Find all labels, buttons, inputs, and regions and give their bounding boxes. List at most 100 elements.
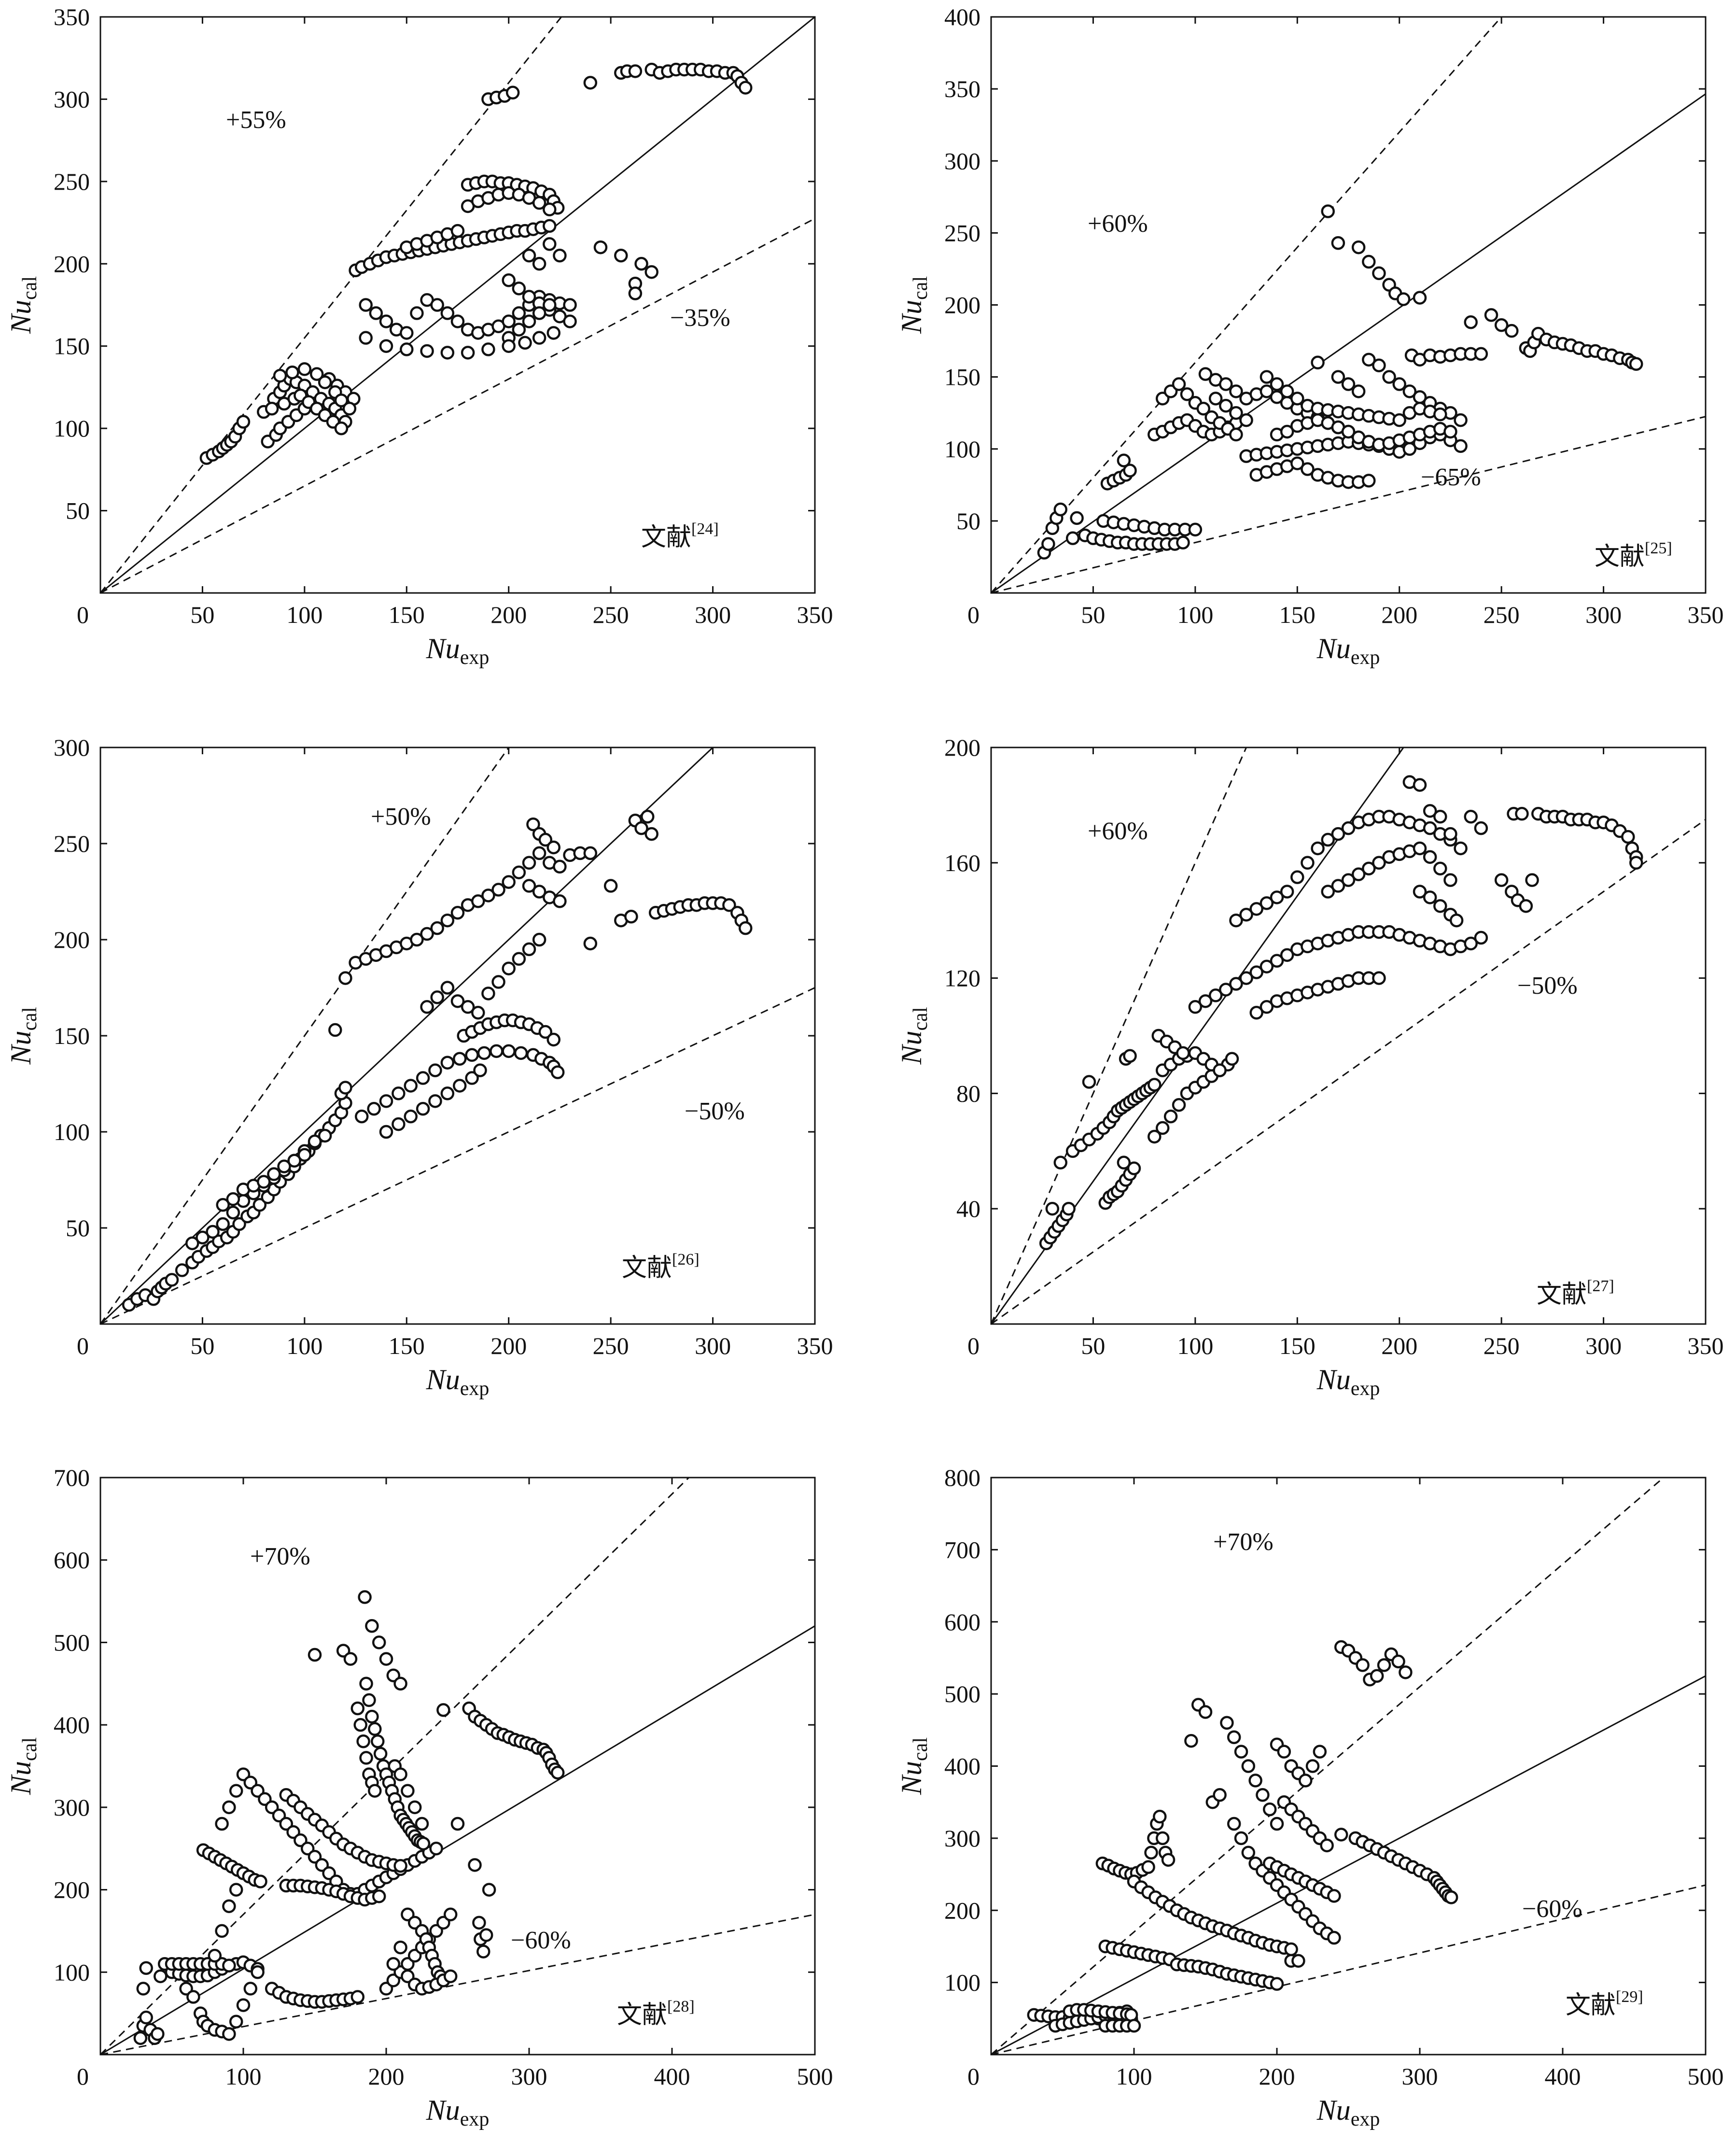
data-point — [252, 1198, 267, 1212]
chart-panel-1: 50 100 150 200 250 300 350 50 100 150 200 250 300 350… — [5, 3, 833, 669]
data-point — [1433, 810, 1447, 824]
data-point — [404, 1109, 418, 1124]
data-point — [1298, 1774, 1313, 1788]
data-point — [196, 1230, 210, 1245]
y-tick-label: 160 — [944, 849, 980, 876]
upper-band-label: +50% — [371, 803, 431, 831]
data-point — [379, 314, 393, 328]
x-tick-label: 500 — [1688, 2063, 1724, 2090]
data-point — [420, 1000, 434, 1014]
data-point — [1320, 1838, 1334, 1853]
data-point — [273, 368, 287, 383]
data-point — [1464, 315, 1478, 329]
data-point — [222, 1800, 236, 1815]
data-point — [393, 1767, 407, 1781]
data-point — [1062, 1201, 1076, 1216]
data-point — [476, 1945, 490, 1959]
data-point — [614, 248, 628, 263]
data-point — [1331, 827, 1345, 841]
data-point — [1519, 899, 1533, 913]
data-point — [1065, 531, 1080, 545]
data-point — [1280, 384, 1294, 398]
data-point — [1313, 1745, 1327, 1759]
plot-frame — [99, 16, 816, 594]
data-point — [1234, 1745, 1248, 1759]
data-point — [1331, 879, 1345, 893]
x-tick-label: 400 — [1545, 2063, 1581, 2090]
data-point — [481, 888, 495, 902]
data-point — [518, 336, 532, 350]
scatter-points — [133, 1590, 565, 2045]
data-point — [452, 1079, 467, 1093]
data-point — [1372, 358, 1386, 373]
y-tick-label: 350 — [54, 3, 90, 30]
data-point — [392, 1117, 406, 1131]
data-point — [1241, 1846, 1256, 1860]
data-point — [1474, 821, 1488, 835]
chart-panel-4: 50 100 150 200 250 300 350 40 80 120 160 200 0 Nuexp N… — [896, 734, 1724, 1400]
source-label: 文献[27] — [1537, 1277, 1614, 1309]
data-point — [1155, 1121, 1170, 1135]
data-point — [1321, 204, 1335, 218]
data-point — [468, 1858, 482, 1872]
reference-lines — [100, 747, 815, 1324]
y-tick-label: 400 — [944, 1753, 980, 1780]
data-point — [186, 1990, 200, 2004]
data-point — [1270, 1817, 1284, 1831]
data-point — [1372, 971, 1386, 985]
data-point — [471, 1005, 485, 1020]
data-point — [1454, 841, 1468, 856]
data-point — [1327, 1889, 1341, 1903]
data-point — [583, 76, 598, 90]
data-point — [416, 1071, 430, 1085]
x-tick-label: 150 — [1279, 1332, 1316, 1359]
deviation-line — [991, 747, 1247, 1324]
data-point — [369, 306, 383, 320]
data-point — [215, 1817, 229, 1831]
data-point — [634, 257, 648, 271]
data-point — [236, 415, 251, 429]
data-point — [359, 298, 373, 312]
data-point — [287, 1154, 301, 1168]
data-point — [338, 971, 352, 985]
data-point — [1229, 406, 1243, 420]
data-point — [1494, 873, 1509, 887]
data-point — [1229, 913, 1243, 928]
data-point — [1270, 890, 1284, 904]
data-point — [1239, 908, 1253, 922]
data-point — [1198, 994, 1213, 1008]
x-axis-label-sub: exp — [1351, 647, 1380, 669]
x-tick-label: 150 — [389, 1332, 425, 1359]
data-point — [1280, 885, 1294, 899]
data-point — [1334, 1828, 1348, 1842]
y-tick-label: 300 — [54, 734, 90, 761]
data-point — [393, 1677, 407, 1691]
data-point — [1220, 1716, 1234, 1730]
data-point — [393, 1859, 407, 1873]
data-point — [1213, 1063, 1227, 1077]
y-tick-label: 250 — [944, 219, 980, 246]
data-point — [1290, 392, 1304, 406]
data-point — [1301, 462, 1315, 476]
data-point — [1184, 1733, 1198, 1748]
data-point — [532, 846, 546, 860]
data-point — [461, 1000, 475, 1014]
y-tick-label: 300 — [54, 1794, 90, 1821]
data-point — [428, 1094, 442, 1108]
data-point — [139, 1961, 153, 1975]
data-point — [1311, 355, 1325, 370]
data-point — [1260, 896, 1274, 910]
data-point — [1241, 1759, 1256, 1773]
y-axis-label-sub: cal — [19, 1007, 41, 1031]
x-tick-label: 350 — [1688, 1332, 1724, 1359]
data-point — [1321, 832, 1335, 847]
data-point — [738, 921, 753, 935]
data-point — [532, 331, 546, 345]
data-point — [365, 1619, 379, 1633]
data-point — [429, 1841, 443, 1856]
data-point — [532, 306, 546, 320]
data-point — [368, 1722, 382, 1736]
data-point — [526, 817, 540, 831]
data-point — [222, 1899, 236, 1913]
data-point — [1280, 424, 1294, 439]
